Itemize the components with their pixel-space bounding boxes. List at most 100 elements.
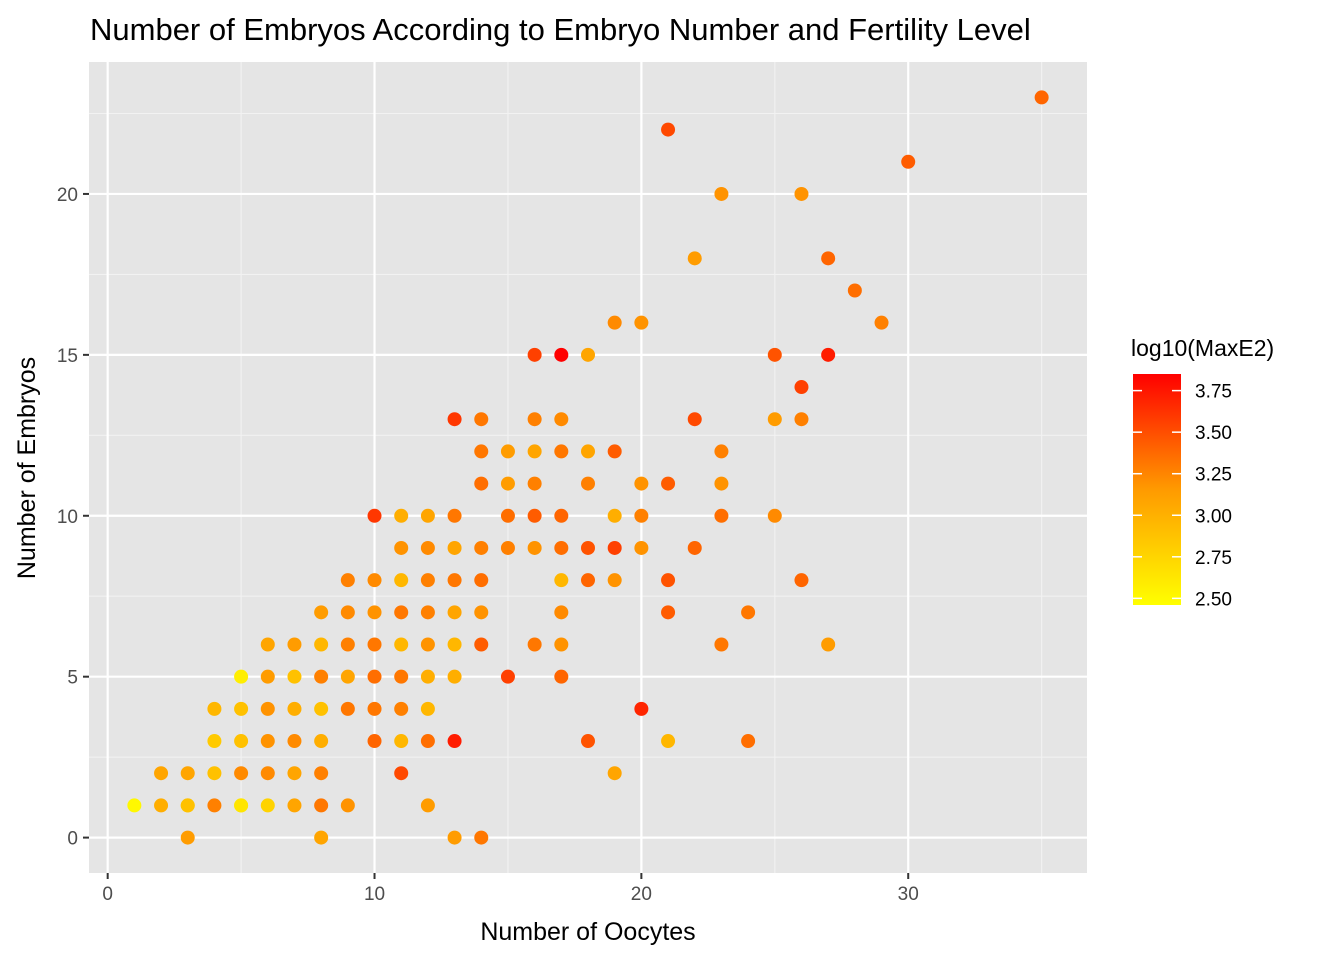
data-point [260,734,275,749]
data-point [527,637,542,652]
data-point [447,734,462,749]
x-tick-label: 30 [898,884,919,905]
data-point [527,508,542,523]
data-point [634,315,649,330]
data-point [661,573,676,588]
data-point [794,573,809,588]
data-point [847,283,862,298]
data-point [207,701,222,716]
data-point [207,766,222,781]
data-point [420,734,435,749]
data-point [260,669,275,684]
data-point [447,830,462,845]
data-point [874,315,889,330]
data-point [634,540,649,555]
data-point [340,637,355,652]
data-point [554,412,569,427]
data-point [234,798,249,813]
data-point [794,380,809,395]
data-point [634,508,649,523]
data-point [607,766,622,781]
data-point [314,830,329,845]
data-point [207,798,222,813]
data-point [287,766,302,781]
data-point [554,444,569,459]
data-point [154,766,169,781]
data-point [687,251,702,266]
data-point [741,605,756,620]
y-tick-label: 20 [57,185,78,206]
legend-title: log10(MaxE2) [1131,335,1274,361]
data-point [554,637,569,652]
data-point [581,347,595,362]
data-point [554,540,569,555]
data-point [367,669,382,684]
data-point [314,637,329,652]
data-point [581,734,595,749]
data-point [527,476,542,491]
data-point [180,830,195,845]
data-point [581,540,595,555]
data-point [661,476,676,491]
data-point [287,669,302,684]
data-point [447,605,462,620]
data-point [127,798,142,813]
data-point [687,412,702,427]
data-point [901,154,916,169]
data-point [420,605,435,620]
data-point [661,734,676,749]
data-point [260,798,275,813]
data-point [420,637,435,652]
data-point [687,540,702,555]
data-point [367,508,382,523]
x-tick-label: 10 [364,884,385,905]
data-point [447,637,462,652]
data-point [394,573,409,588]
data-point [1034,90,1049,105]
y-tick-label: 15 [57,346,78,367]
data-point [420,540,435,555]
data-point [607,573,622,588]
data-point [394,701,409,716]
data-point [714,444,729,459]
data-point [314,669,329,684]
data-point [714,637,729,652]
data-point [287,637,302,652]
data-point [420,669,435,684]
data-point [340,669,355,684]
data-point [661,122,676,137]
data-point [607,315,622,330]
data-point [474,830,489,845]
data-point [394,669,409,684]
data-point [581,573,595,588]
x-tick-label: 20 [631,884,652,905]
data-point [367,734,382,749]
legend-tick-label: 3.00 [1195,506,1232,527]
data-point [474,412,489,427]
data-point [394,734,409,749]
data-point [741,734,756,749]
data-point [661,605,676,620]
data-point [554,347,569,362]
data-point [767,508,782,523]
data-point [367,701,382,716]
data-point [314,605,329,620]
data-point [447,669,462,684]
plot-panel [89,62,1087,873]
legend-tick-label: 2.75 [1195,548,1232,569]
data-point [234,766,249,781]
data-point [340,573,355,588]
data-point [260,701,275,716]
legend-tick-label: 3.25 [1195,465,1232,486]
y-tick-label: 5 [67,668,78,689]
legend-ticks: 3.75 3.50 3.25 3.00 2.75 2.50 [1133,382,1232,610]
data-point [367,573,382,588]
data-point [474,573,489,588]
data-point [420,798,435,813]
data-point [260,637,275,652]
x-axis: 0 10 20 30 [102,873,919,905]
minor-gridlines [89,62,1087,873]
data-point [340,701,355,716]
data-point [607,540,622,555]
data-point [447,508,462,523]
